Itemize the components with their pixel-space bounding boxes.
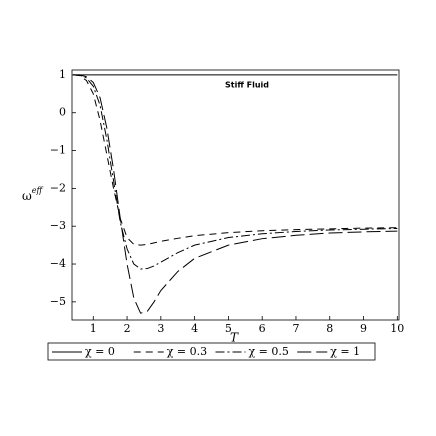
x-tick-label: 9 xyxy=(360,322,367,335)
x-tick-label: 2 xyxy=(124,322,131,335)
x-tick-label: 10 xyxy=(390,322,404,335)
series-line xyxy=(72,74,398,246)
plot-frame xyxy=(71,69,400,321)
x-tick-label: 8 xyxy=(326,322,333,335)
series-line xyxy=(72,74,398,270)
legend-label: χ = 0 xyxy=(85,345,115,358)
y-tick-label: −5 xyxy=(50,295,66,308)
y-tick-label: 0 xyxy=(59,106,66,119)
annotation: Stiff Fluid xyxy=(225,81,269,90)
y-axis-label: ωeff xyxy=(22,186,44,203)
x-tick-label: 6 xyxy=(259,322,266,335)
legend-label: χ = 1 xyxy=(330,345,360,358)
y-tick-label: 1 xyxy=(59,68,66,81)
x-tick-label: 7 xyxy=(292,322,299,335)
x-tick-label: 5 xyxy=(225,322,232,335)
y-tick-label: −3 xyxy=(50,219,66,232)
x-tick-label: 1 xyxy=(90,322,97,335)
y-tick-label: −4 xyxy=(50,257,66,270)
x-tick-label: 3 xyxy=(157,322,164,335)
y-tick-label: −2 xyxy=(50,181,66,194)
y-label-base: ω xyxy=(22,189,32,203)
legend-box xyxy=(47,342,376,361)
x-tick-label: 4 xyxy=(191,322,198,335)
y-label-sup: eff xyxy=(32,186,44,195)
series-line xyxy=(73,74,398,314)
legend-label: χ = 0.5 xyxy=(249,345,289,358)
legend-label: χ = 0.3 xyxy=(167,345,207,358)
x-axis-label: T xyxy=(230,331,239,345)
y-tick-label: −1 xyxy=(50,144,66,157)
